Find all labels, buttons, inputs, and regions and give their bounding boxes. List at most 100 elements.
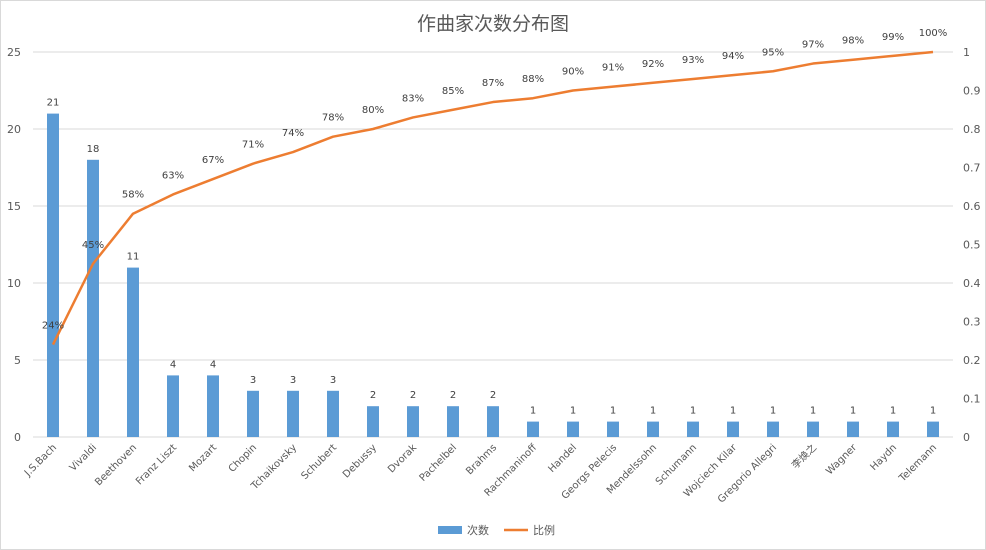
- line-label: 87%: [482, 78, 504, 89]
- left-axis-tick: 10: [7, 277, 21, 290]
- x-axis-label: Debussy: [341, 442, 379, 480]
- bar-label: 1: [650, 406, 656, 417]
- bar: [447, 406, 459, 437]
- x-axis-label: Wagner: [824, 442, 860, 478]
- right-axis-tick: 0.7: [963, 162, 981, 175]
- bar: [927, 421, 939, 437]
- bar: [407, 406, 419, 437]
- bar: [887, 421, 899, 437]
- x-axis-label: Vivaldi: [68, 442, 99, 473]
- line-label: 78%: [322, 113, 344, 124]
- line-label: 80%: [362, 105, 384, 116]
- bar-label: 1: [890, 406, 896, 417]
- bar-label: 2: [490, 390, 496, 401]
- legend-bar-label: 次数: [467, 523, 489, 537]
- line-label: 90%: [562, 67, 584, 78]
- line-label: 98%: [842, 36, 864, 47]
- left-axis-ticks: 0 5 10 15 20 25: [7, 46, 21, 444]
- bar: [87, 159, 99, 438]
- line-label: 58%: [122, 190, 144, 201]
- left-axis-tick: 15: [7, 200, 21, 213]
- line-label: 63%: [162, 170, 184, 181]
- right-axis-tick: 0.9: [963, 85, 981, 98]
- right-axis-tick: 0.5: [963, 239, 981, 252]
- bar-label: 11: [127, 252, 140, 263]
- x-axis-label: 李焕之: [789, 441, 819, 471]
- bar: [527, 421, 539, 437]
- line-label: 92%: [642, 59, 664, 70]
- x-axis-label: Schubert: [299, 442, 339, 482]
- chart-title: 作曲家次数分布图: [417, 13, 569, 35]
- right-axis-tick: 0.8: [963, 123, 981, 136]
- left-axis-tick: 0: [14, 431, 21, 444]
- bar: [487, 406, 499, 437]
- left-axis-tick: 5: [14, 354, 21, 367]
- bar-label: 21: [47, 98, 60, 109]
- x-axis-label: Brahms: [464, 442, 499, 477]
- line-label: 71%: [242, 140, 264, 151]
- bar-label: 1: [730, 406, 736, 417]
- bar-label: 2: [410, 390, 416, 401]
- right-axis-tick: 0.6: [963, 200, 981, 213]
- bar-label: 1: [930, 406, 936, 417]
- line-data-labels: 24% 45% 58% 63% 67% 71% 74% 78% 80% 83% 85% 87% 88% 9…: [42, 28, 947, 332]
- bar: [767, 421, 779, 437]
- x-axis-label: Beethoven: [93, 442, 139, 488]
- bar: [207, 375, 219, 437]
- x-axis-label: Franz Liszt: [134, 442, 179, 487]
- bar-label: 1: [530, 406, 536, 417]
- right-axis-tick: 0.1: [963, 393, 981, 406]
- line-label: 88%: [522, 74, 544, 85]
- bar-label: 2: [450, 390, 456, 401]
- bar-label: 18: [87, 144, 100, 155]
- bar-label: 1: [570, 406, 576, 417]
- x-axis-label: Mozart: [187, 442, 219, 474]
- bar-label: 1: [610, 406, 616, 417]
- left-axis-tick: 25: [7, 46, 21, 59]
- bar: [807, 421, 819, 437]
- right-axis-tick: 0.4: [963, 277, 981, 290]
- left-axis-tick: 20: [7, 123, 21, 136]
- cumulative-line: [51, 50, 934, 346]
- bar: [727, 421, 739, 437]
- bar-label: 1: [850, 406, 856, 417]
- bar: [847, 421, 859, 437]
- bar-label: 1: [810, 406, 816, 417]
- x-axis-label: Haydn: [869, 442, 900, 473]
- bar: [687, 421, 699, 437]
- right-axis-tick: 1: [963, 46, 970, 59]
- bar-label: 3: [290, 375, 296, 386]
- bar: [647, 421, 659, 437]
- bar-label: 1: [690, 406, 696, 417]
- x-axis-label: Pachelbel: [418, 442, 460, 484]
- bar: [607, 421, 619, 437]
- x-axis-label: Chopin: [227, 442, 259, 474]
- bar: [327, 390, 339, 437]
- bar: [567, 421, 579, 437]
- bar-label: 3: [330, 375, 336, 386]
- x-axis-label: J.S.Bach: [22, 442, 59, 479]
- line-label: 24%: [42, 321, 64, 332]
- legend-bar-swatch: [438, 526, 462, 534]
- bar: [47, 113, 59, 437]
- right-axis-ticks: 0 0.1 0.2 0.3 0.4 0.5 0.6 0.7 0.8 0.9 1: [963, 46, 981, 444]
- bar-label: 4: [170, 359, 176, 370]
- line-label: 99%: [882, 32, 904, 43]
- legend-line-label: 比例: [533, 523, 555, 537]
- line-label: 95%: [762, 47, 784, 58]
- line-label: 83%: [402, 93, 424, 104]
- line-label: 97%: [802, 40, 824, 51]
- bar: [127, 267, 139, 437]
- line-label: 85%: [442, 86, 464, 97]
- gridlines: [33, 51, 953, 361]
- bar-label: 1: [770, 406, 776, 417]
- line-label: 67%: [202, 155, 224, 166]
- bar-label: 3: [250, 375, 256, 386]
- x-axis-label: Telemann: [897, 442, 939, 484]
- line-label: 93%: [682, 55, 704, 66]
- line-label: 94%: [722, 51, 744, 62]
